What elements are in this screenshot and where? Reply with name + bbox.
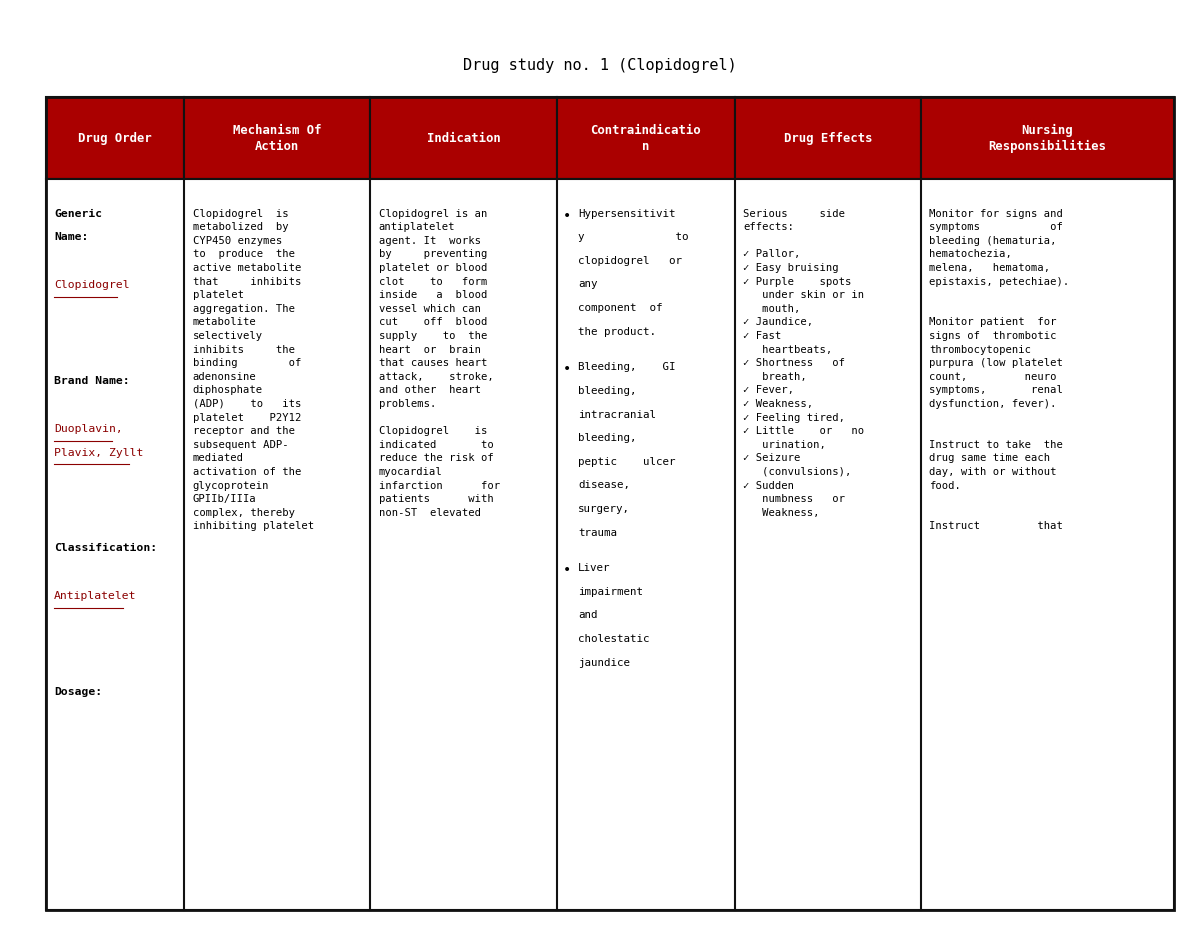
Text: any: any: [578, 280, 598, 289]
Text: intracranial: intracranial: [578, 410, 656, 420]
Text: Classification:: Classification:: [54, 543, 157, 553]
Text: Brand Name:: Brand Name:: [54, 376, 130, 386]
Text: Mechanism Of
Action: Mechanism Of Action: [233, 123, 322, 153]
Text: Indication: Indication: [427, 132, 500, 145]
Text: Bleeding,    GI: Bleeding, GI: [578, 362, 676, 373]
Text: Clopidogrel: Clopidogrel: [54, 280, 130, 290]
Text: bleeding,: bleeding,: [578, 386, 637, 396]
Bar: [920, 97, 1174, 179]
Text: Contraindicatio
n: Contraindicatio n: [590, 123, 701, 153]
Text: Clopidogrel  is
metabolized  by
CYP450 enzymes
to  produce  the
active metabolit: Clopidogrel is metabolized by CYP450 enz…: [193, 209, 314, 531]
Text: •: •: [563, 563, 571, 578]
Text: Drug Order: Drug Order: [78, 132, 152, 145]
Text: trauma: trauma: [578, 527, 617, 538]
Text: clopidogrel   or: clopidogrel or: [578, 256, 682, 266]
Text: Serious     side
effects:

✓ Pallor,
✓ Easy bruising
✓ Purple    spots
   under : Serious side effects: ✓ Pallor, ✓ Easy b…: [743, 209, 864, 518]
Text: Antiplatelet: Antiplatelet: [54, 591, 137, 602]
Text: peptic    ulcer: peptic ulcer: [578, 457, 676, 467]
Bar: [46, 97, 1174, 910]
Bar: [371, 97, 557, 179]
Text: impairment: impairment: [578, 587, 643, 597]
Text: Duoplavin,: Duoplavin,: [54, 424, 122, 434]
Bar: [185, 97, 371, 179]
Text: Clopidogrel is an
antiplatelet
agent. It  works
by     preventing
platelet or bl: Clopidogrel is an antiplatelet agent. It…: [379, 209, 500, 518]
Text: Dosage:: Dosage:: [54, 687, 102, 697]
Bar: [557, 97, 734, 179]
Text: Nursing
Responsibilities: Nursing Responsibilities: [989, 123, 1106, 153]
Text: •: •: [563, 362, 571, 376]
Text: jaundice: jaundice: [578, 657, 630, 667]
Text: disease,: disease,: [578, 480, 630, 490]
Text: cholestatic: cholestatic: [578, 634, 649, 644]
Text: and: and: [578, 610, 598, 620]
Bar: [46, 97, 185, 179]
Bar: [734, 97, 920, 179]
Text: component  of: component of: [578, 303, 662, 313]
Text: Drug Effects: Drug Effects: [784, 132, 872, 145]
Bar: [46, 179, 1174, 910]
Text: Liver: Liver: [578, 563, 611, 573]
Text: Monitor for signs and
symptoms           of
bleeding (hematuria,
hematochezia,
m: Monitor for signs and symptoms of bleedi…: [929, 209, 1069, 531]
Text: surgery,: surgery,: [578, 504, 630, 514]
Text: Generic: Generic: [54, 209, 102, 219]
Text: Drug study no. 1 (Clopidogrel): Drug study no. 1 (Clopidogrel): [463, 58, 737, 73]
Text: the product.: the product.: [578, 326, 656, 337]
Text: Name:: Name:: [54, 233, 89, 243]
Text: •: •: [563, 209, 571, 222]
Text: Hypersensitivit: Hypersensitivit: [578, 209, 676, 219]
Text: bleeding,: bleeding,: [578, 433, 637, 443]
Text: Plavix, Zyllt: Plavix, Zyllt: [54, 448, 143, 458]
Text: y              to: y to: [578, 233, 689, 242]
